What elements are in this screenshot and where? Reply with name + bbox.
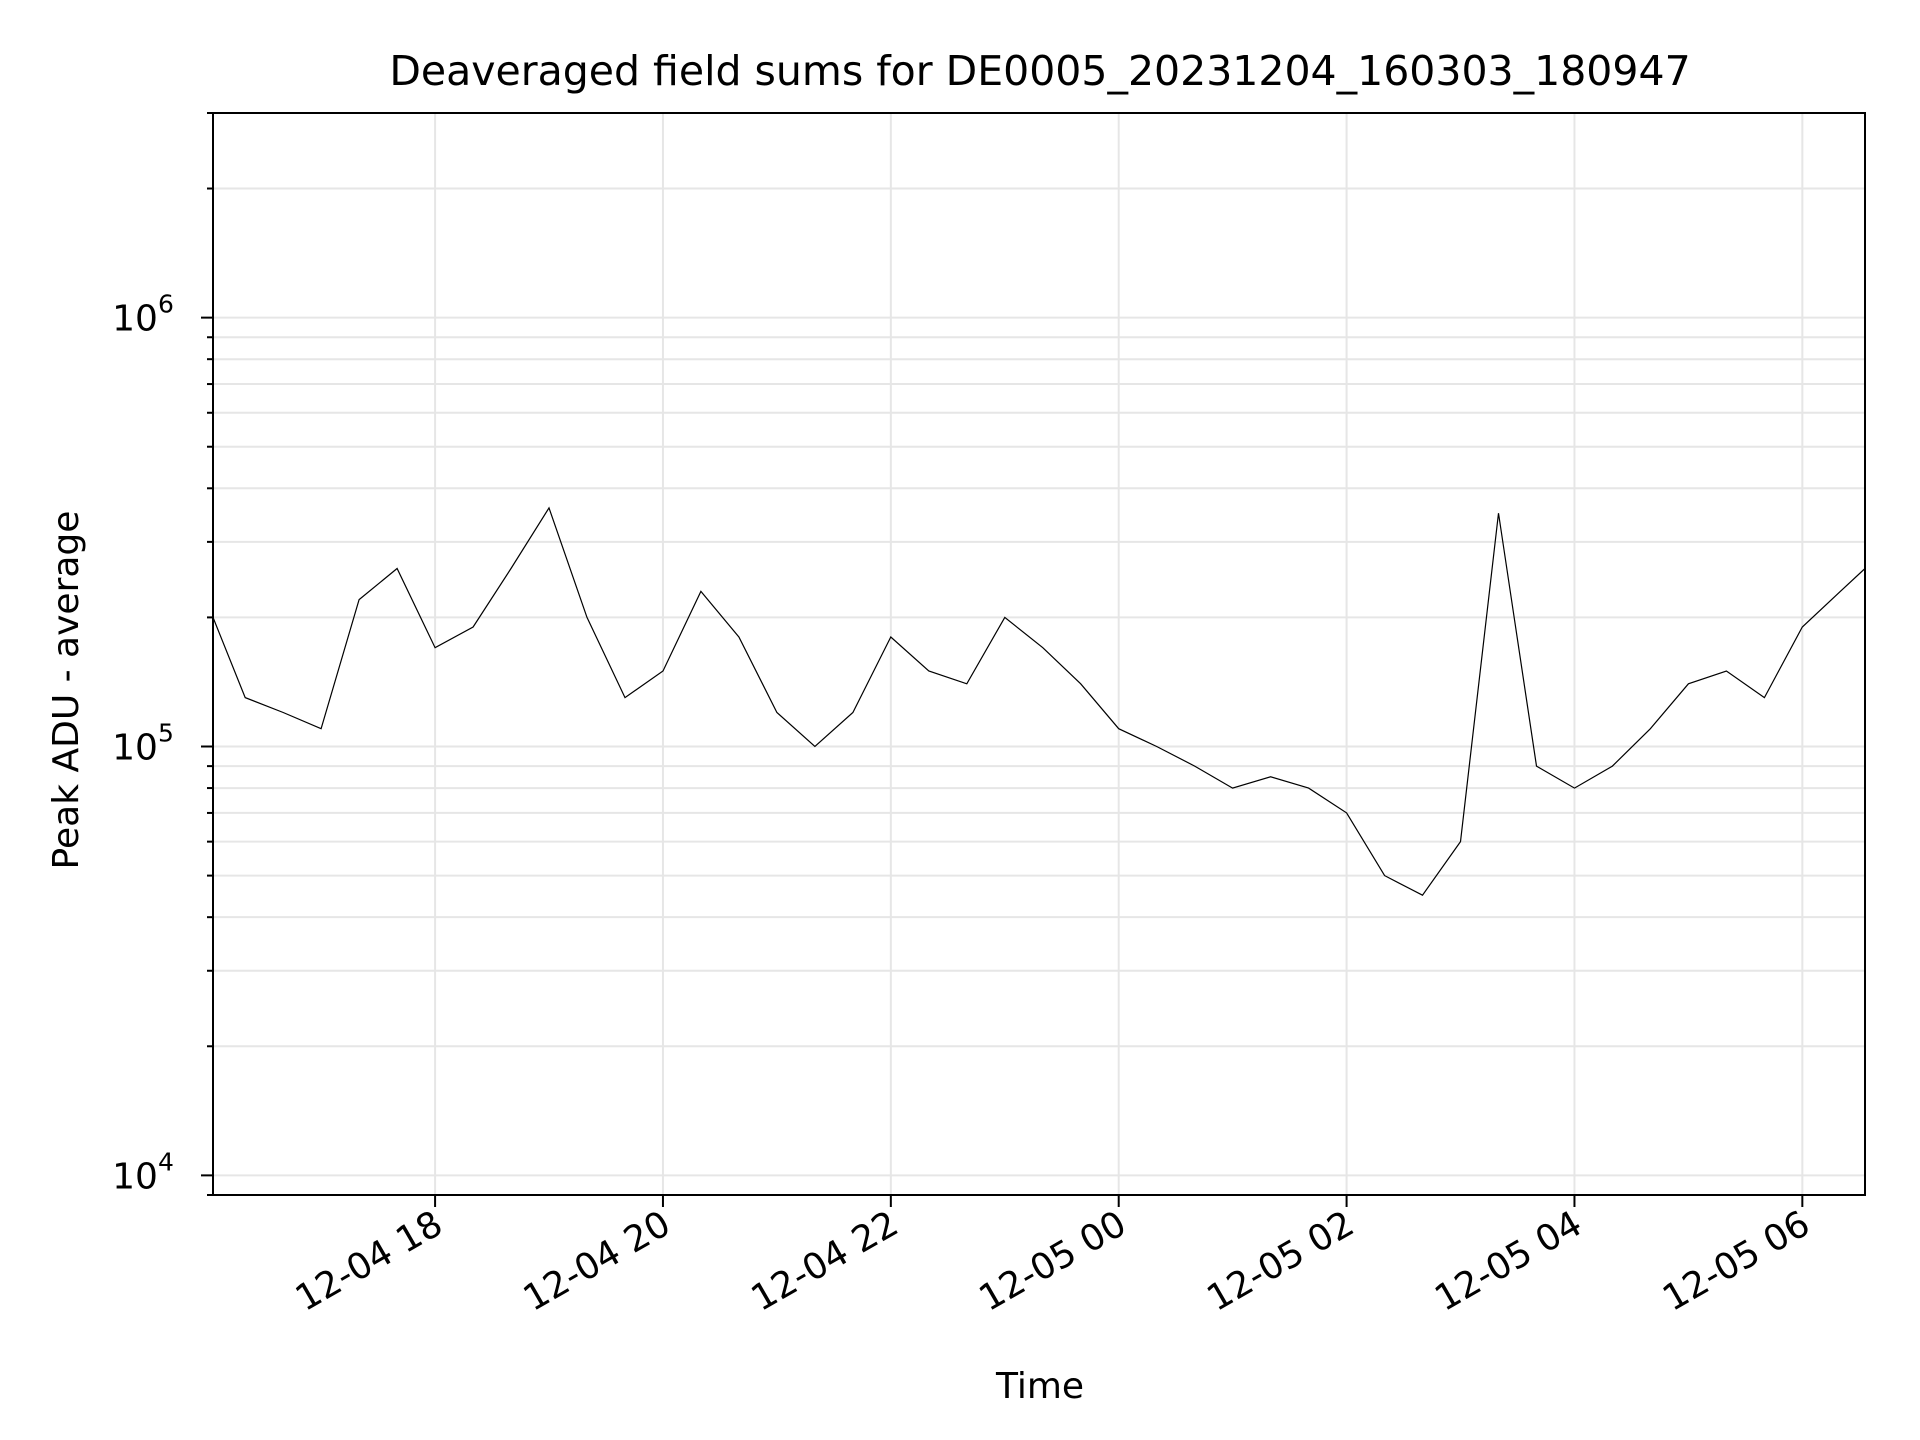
x-tick-label: 12-05 06 (1656, 1203, 1817, 1319)
x-tick-label: 12-05 02 (1200, 1203, 1361, 1319)
y-tick-label-base: 10 (112, 1156, 158, 1197)
y-tick-label-base: 10 (112, 299, 158, 340)
x-tick-label: 12-04 18 (289, 1203, 450, 1319)
x-axis-label: Time (995, 1366, 1084, 1407)
chart-title: Deaveraged field sums for DE0005_2023120… (389, 47, 1690, 95)
y-tick-label-exponent: 4 (158, 1147, 174, 1176)
series-line (212, 506, 1866, 896)
y-axis-label: Peak ADU - average (46, 511, 87, 870)
x-tick-label: 12-05 00 (973, 1203, 1134, 1319)
y-tick-label-exponent: 6 (158, 290, 174, 319)
x-tick-label: 12-04 22 (745, 1203, 906, 1319)
series-layer (212, 506, 1866, 896)
y-tick-label-exponent: 5 (158, 719, 174, 748)
y-tick-label: 106 (112, 290, 174, 340)
plot-frame (212, 112, 1866, 1196)
y-tick-label-base: 10 (112, 728, 158, 769)
y-tick-label: 105 (112, 719, 174, 769)
y-tick-label: 104 (112, 1147, 174, 1197)
x-tick-label: 12-05 04 (1428, 1203, 1589, 1319)
axis-ticks: 12-04 18 12-04 20 12-04 22 12-05 00 12-05 02… (112, 112, 1817, 1320)
x-tick-label: 12-04 20 (517, 1203, 678, 1319)
grid-lines (213, 112, 1865, 1196)
